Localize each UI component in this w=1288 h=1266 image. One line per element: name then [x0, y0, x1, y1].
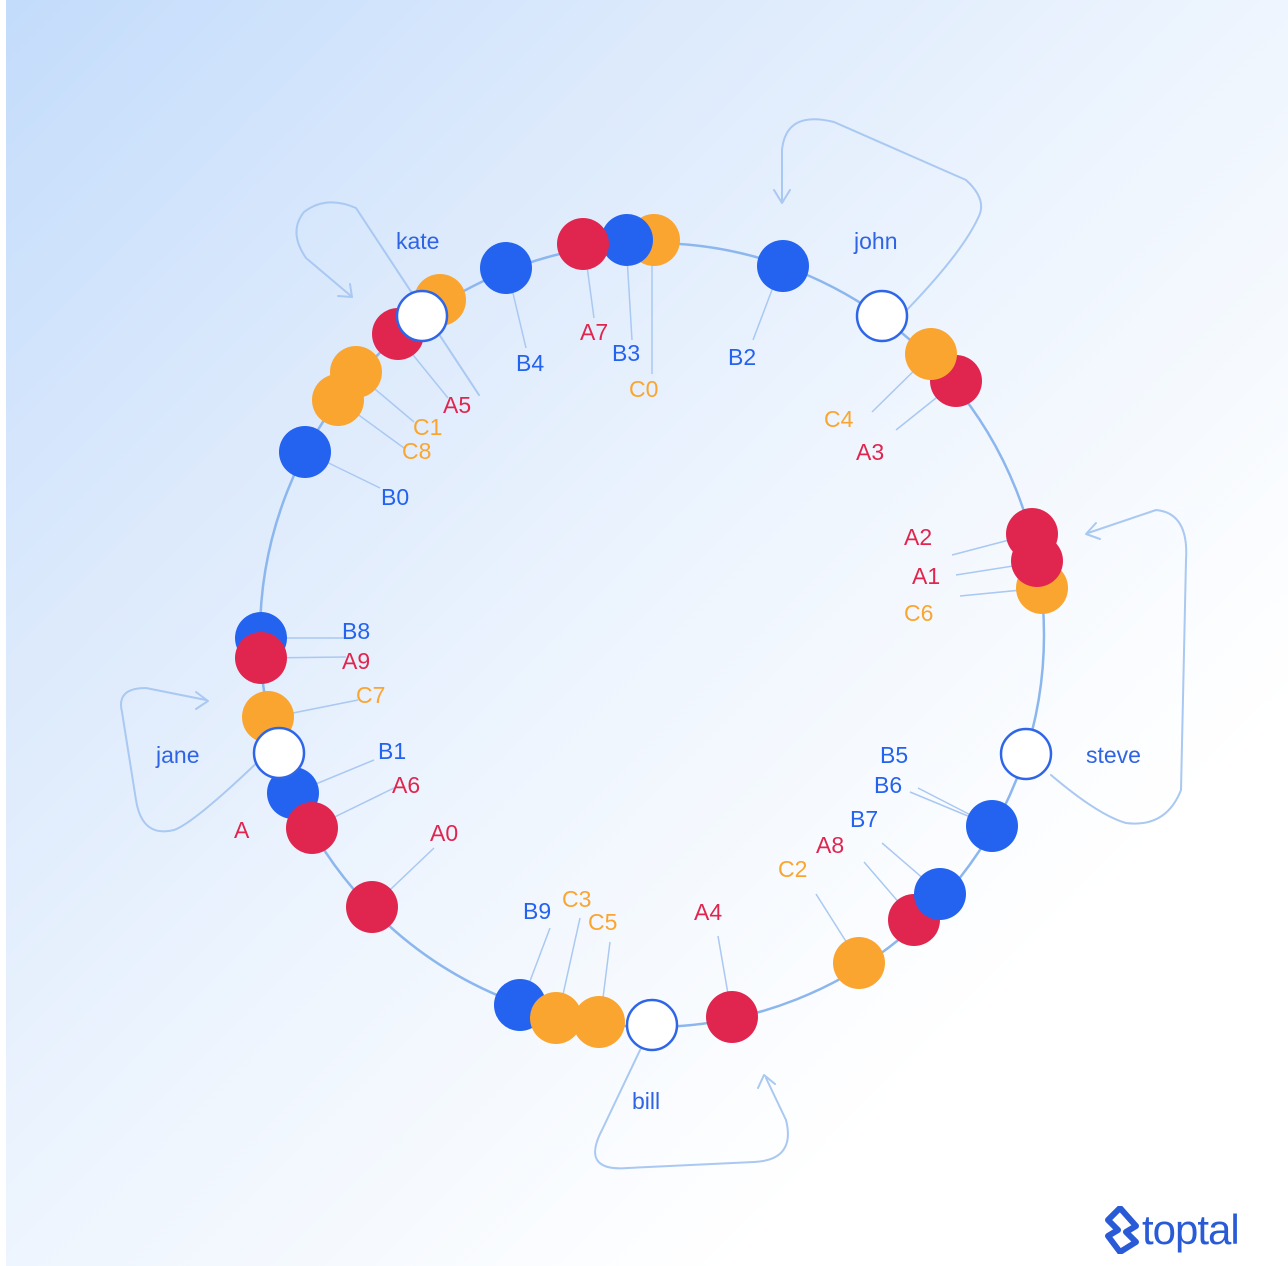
consistent-hashing-ring-diagram: kate john steve bill jane A0 A1 A2 A3 A4…: [6, 0, 1288, 1266]
label-a1: A1: [912, 563, 940, 589]
node-a7[interactable]: [557, 218, 609, 270]
label-c2: C2: [778, 856, 807, 882]
node-b2[interactable]: [757, 240, 809, 292]
bill-loop-arrow: [595, 1046, 788, 1168]
toptal-logo-text: toptal: [1142, 1209, 1239, 1251]
server-john[interactable]: [857, 291, 907, 341]
label-b1: B1: [378, 738, 406, 764]
label-c0: C0: [629, 376, 658, 402]
label-c5: C5: [588, 909, 617, 935]
node-a0[interactable]: [346, 881, 398, 933]
diagram-canvas: kate john steve bill jane A0 A1 A2 A3 A4…: [6, 0, 1288, 1266]
server-kate[interactable]: [397, 291, 447, 341]
label-a3: A3: [856, 439, 884, 465]
label-a6: A6: [392, 772, 420, 798]
label-a8: A8: [816, 832, 844, 858]
label-c4: C4: [824, 406, 854, 432]
server-bill[interactable]: [627, 1000, 677, 1050]
john-loop-arrow: [782, 119, 981, 318]
server-jane[interactable]: [254, 728, 304, 778]
bill-arrowhead: [758, 1075, 775, 1088]
node-a2[interactable]: [1006, 508, 1058, 560]
label-a2: A2: [904, 524, 932, 550]
label-c8: C8: [402, 438, 431, 464]
label-b9: B9: [523, 898, 551, 924]
label-c1: C1: [413, 414, 442, 440]
label-a4: A4: [694, 899, 722, 925]
label-b8: B8: [342, 618, 370, 644]
node-a6[interactable]: [286, 802, 338, 854]
node-c5[interactable]: [573, 996, 625, 1048]
label-b3: B3: [612, 340, 640, 366]
label-a9: A9: [342, 648, 370, 674]
label-b7: B7: [850, 806, 878, 832]
server-steve[interactable]: [1001, 729, 1051, 779]
label-c7: C7: [356, 682, 385, 708]
label-b6: B6: [874, 772, 902, 798]
label-c6: C6: [904, 600, 933, 626]
node-c4[interactable]: [905, 328, 957, 380]
node-b7[interactable]: [914, 868, 966, 920]
server-label-steve: steve: [1086, 742, 1141, 768]
node-a9[interactable]: [235, 632, 287, 684]
label-b0: B0: [381, 484, 409, 510]
server-label-john: john: [853, 228, 897, 254]
label-a5: A5: [443, 392, 471, 418]
label-a7: A7: [580, 319, 608, 345]
node-b0[interactable]: [279, 426, 331, 478]
server-label-kate: kate: [396, 228, 439, 254]
server-label-bill: bill: [632, 1088, 660, 1114]
toptal-logo-icon: [1104, 1206, 1140, 1254]
label-a0: A0: [430, 820, 458, 846]
steve-loop-arrow: [1051, 510, 1186, 824]
node-c8[interactable]: [312, 374, 364, 426]
node-a4[interactable]: [706, 991, 758, 1043]
node-b3[interactable]: [601, 214, 653, 266]
label-b2: B2: [728, 344, 756, 370]
node-b4[interactable]: [480, 242, 532, 294]
label-a: A: [234, 817, 250, 843]
label-b4: B4: [516, 350, 544, 376]
jane-arrowhead: [196, 692, 208, 709]
toptal-logo[interactable]: toptal: [1104, 1206, 1239, 1254]
server-label-jane: jane: [155, 742, 199, 768]
label-b5: B5: [880, 742, 908, 768]
label-c3: C3: [562, 886, 591, 912]
node-c2[interactable]: [833, 937, 885, 989]
node-b5-b6[interactable]: [966, 800, 1018, 852]
